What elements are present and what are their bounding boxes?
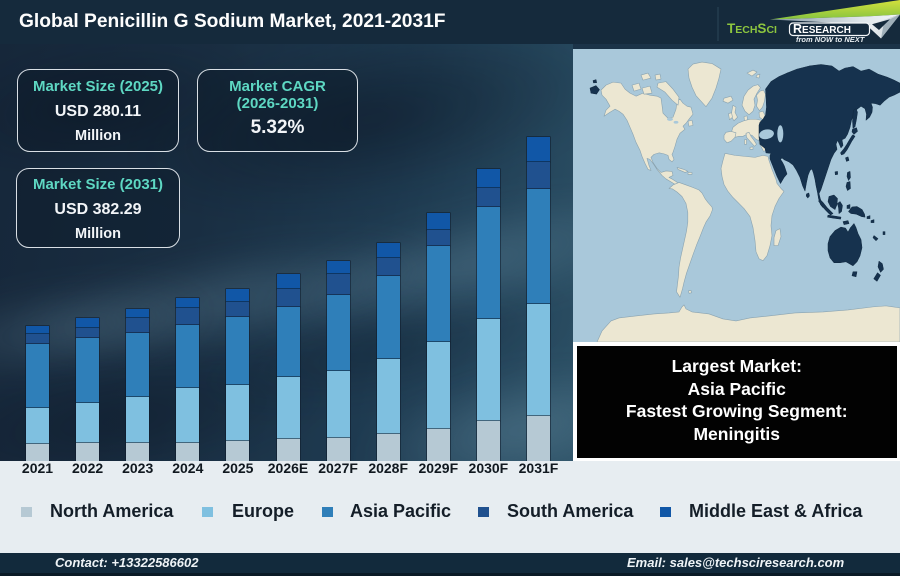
svg-text:from NOW to NEXT: from NOW to NEXT bbox=[796, 35, 866, 44]
svg-text:TECHSCI: TECHSCI bbox=[727, 21, 777, 36]
svg-text:RESEARCH: RESEARCH bbox=[793, 22, 851, 36]
